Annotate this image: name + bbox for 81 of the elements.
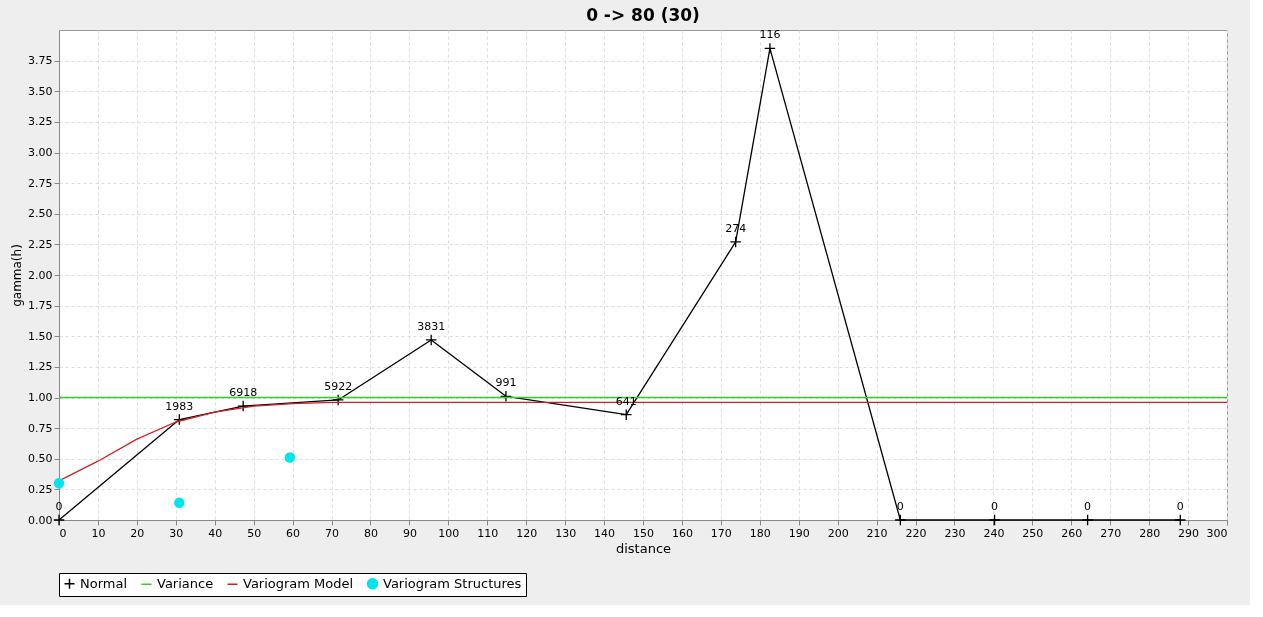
- x-tick-label: 220: [905, 526, 927, 540]
- y-tick-label: 2.25: [28, 237, 53, 251]
- y-tick-label: 0.50: [28, 452, 53, 466]
- annotation: 0: [1084, 500, 1092, 513]
- annotation: 116: [759, 28, 781, 42]
- x-tick-label: 200: [827, 526, 849, 540]
- point: [1081, 514, 1094, 526]
- point: [500, 390, 512, 403]
- x-tick-label: 140: [594, 526, 616, 540]
- y-tick-label: 3.00: [28, 146, 53, 159]
- x-axis-title: distance: [615, 540, 672, 556]
- annotation: 991: [495, 376, 517, 390]
- x-tick-label: 290: [1178, 526, 1200, 540]
- y-tick-label: 2.50: [28, 207, 53, 221]
- x-tick-label: 270: [1100, 526, 1122, 540]
- x-tick-label: 10: [91, 526, 106, 540]
- x-tick-label: 100: [438, 526, 460, 540]
- point: [237, 400, 250, 412]
- point: [284, 452, 296, 463]
- y-tick-label: 1.25: [28, 360, 53, 374]
- point: [173, 413, 186, 426]
- point: [53, 478, 65, 489]
- x-tick-label: 180: [749, 526, 771, 540]
- x-tick-label: 230: [944, 526, 966, 540]
- y-tick-label: 2.75: [28, 176, 53, 190]
- x-tick-label: 130: [555, 526, 577, 540]
- x-tick-label: 300: [1206, 526, 1228, 540]
- x-tick-label: 20: [130, 526, 145, 540]
- x-tick-label: 150: [633, 526, 654, 540]
- y-tick-label: 1.00: [28, 391, 53, 404]
- x-tick-label: 280: [1139, 526, 1161, 540]
- point: [894, 514, 907, 526]
- y-tick-label: 0.75: [28, 421, 53, 435]
- point: [53, 514, 65, 526]
- x-tick-label: 30: [169, 526, 184, 540]
- y-tick-label: 3.75: [28, 54, 53, 68]
- x-tick-label: 160: [671, 526, 693, 540]
- y-tick-label: 2.00: [28, 268, 53, 282]
- x-tick-label: 40: [208, 526, 223, 540]
- point: [620, 408, 633, 421]
- x-tick-label: 120: [516, 526, 538, 540]
- y-tick-label: 3.50: [28, 84, 53, 98]
- point: [764, 42, 776, 55]
- y-tick-label: 0.00: [28, 513, 53, 527]
- point: [174, 497, 185, 509]
- x-tick-label: 250: [1022, 526, 1044, 540]
- legend-label: Variance: [157, 576, 214, 592]
- annotation: 0: [55, 500, 63, 513]
- legend-label: Variogram Structures: [383, 575, 522, 591]
- x-tick-label: 110: [477, 526, 499, 540]
- y-tick-label: 0.25: [28, 482, 53, 496]
- point: [988, 514, 1001, 526]
- point: [332, 394, 345, 406]
- y-tick-label: 3.25: [28, 115, 53, 129]
- legend-label: Normal: [80, 575, 128, 591]
- legend-label: Variogram Model: [243, 576, 354, 592]
- annotation: 0: [991, 500, 999, 513]
- x-tick-label: 50: [247, 526, 262, 540]
- x-tick-label: 80: [363, 526, 378, 540]
- x-tick-label: 240: [983, 526, 1005, 540]
- point: [729, 236, 742, 248]
- annotation: 3831: [417, 319, 446, 333]
- y-tick-label: 1.75: [28, 299, 53, 313]
- point: [1174, 514, 1187, 526]
- point: [425, 334, 438, 346]
- x-tick-label: 60: [286, 526, 301, 540]
- annotation: 1983: [165, 399, 194, 413]
- x-tick-label: 260: [1061, 526, 1083, 540]
- x-tick-label: 70: [325, 526, 340, 540]
- annotation: 6918: [229, 386, 258, 400]
- annotation: 0: [896, 500, 904, 513]
- x-tick-label: 210: [866, 526, 888, 540]
- x-tick-label: 170: [710, 526, 732, 540]
- x-tick-label: 0: [59, 526, 67, 540]
- y-axis-title: gamma(h): [10, 244, 25, 307]
- annotation: 5922: [324, 379, 353, 393]
- x-tick-label: 190: [788, 526, 810, 540]
- chart-title: 0 -> 80 (30): [586, 5, 700, 26]
- y-tick-label: 1.50: [28, 329, 53, 343]
- annotation: 0: [1176, 500, 1184, 513]
- x-tick-label: 90: [402, 526, 417, 540]
